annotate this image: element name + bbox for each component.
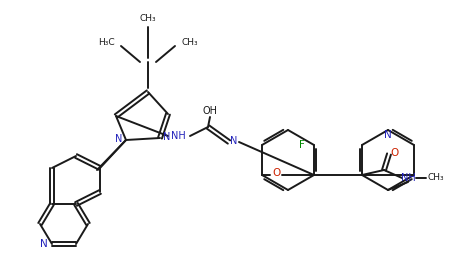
Text: N: N xyxy=(384,130,392,140)
Text: H₃C: H₃C xyxy=(98,38,114,47)
Text: CH₃: CH₃ xyxy=(428,174,444,183)
Text: N: N xyxy=(115,134,123,144)
Text: NH: NH xyxy=(171,131,185,141)
Text: O: O xyxy=(390,148,398,158)
Text: F: F xyxy=(299,140,305,150)
Text: N: N xyxy=(40,239,48,249)
Text: CH₃: CH₃ xyxy=(182,38,198,47)
Text: NH: NH xyxy=(401,173,415,183)
Text: N: N xyxy=(164,132,171,142)
Text: N: N xyxy=(230,136,237,146)
Text: OH: OH xyxy=(202,106,218,116)
Text: O: O xyxy=(272,168,280,178)
Text: CH₃: CH₃ xyxy=(140,13,156,23)
